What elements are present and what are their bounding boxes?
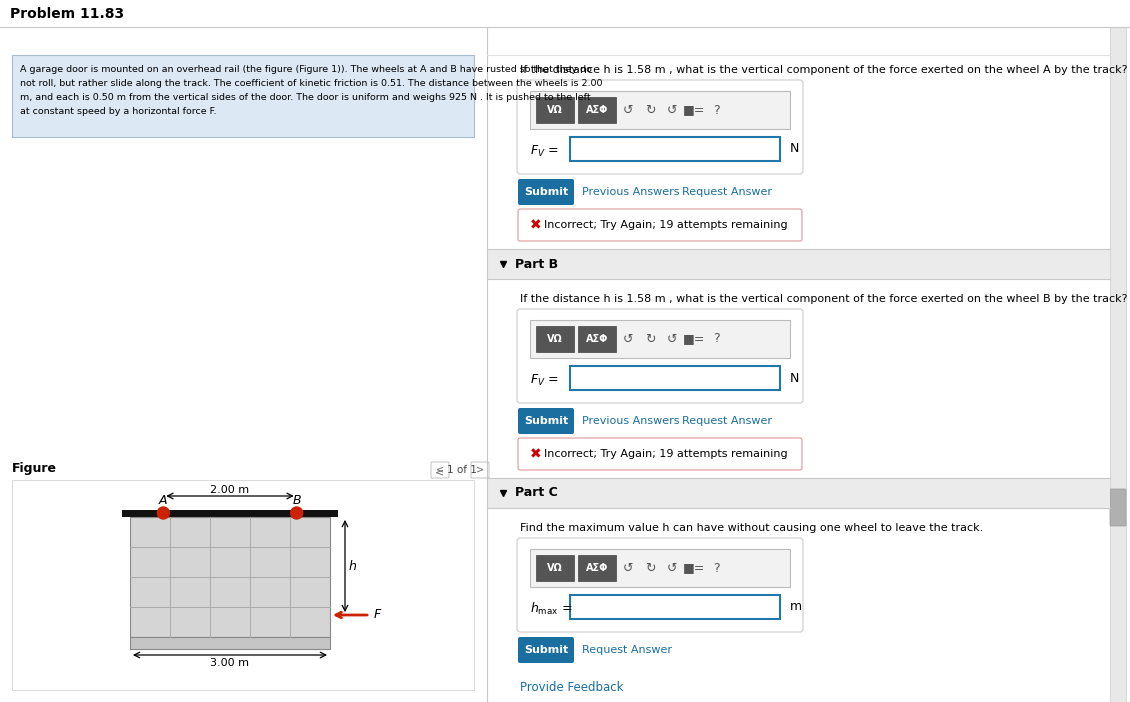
Text: If the distance h is 1.58 m , what is the vertical component of the force exerte: If the distance h is 1.58 m , what is th… [520, 65, 1128, 75]
FancyBboxPatch shape [471, 462, 489, 478]
Text: ↺: ↺ [623, 103, 633, 117]
Text: ✖: ✖ [530, 447, 541, 461]
Text: Submit: Submit [524, 416, 568, 426]
Text: AΣΦ: AΣΦ [585, 563, 608, 573]
Bar [1110, 27, 1125, 702]
Text: Figure: Figure [12, 462, 57, 475]
FancyBboxPatch shape [530, 320, 790, 358]
FancyBboxPatch shape [518, 80, 803, 174]
Bar [487, 249, 1110, 279]
Text: not roll, but rather slide along the track. The coefficient of kinetic friction : not roll, but rather slide along the tra… [20, 79, 602, 88]
FancyBboxPatch shape [536, 97, 574, 123]
Text: A: A [159, 494, 167, 507]
Bar [570, 366, 780, 390]
Text: <: < [435, 467, 444, 477]
Text: >: > [476, 465, 484, 475]
Text: N: N [790, 143, 799, 156]
Text: F: F [374, 609, 381, 621]
Text: A garage door is mounted on an overhead rail (the figure (Figure 1)). The wheels: A garage door is mounted on an overhead … [20, 65, 592, 74]
Text: B: B [293, 494, 301, 507]
FancyBboxPatch shape [518, 179, 574, 205]
FancyBboxPatch shape [518, 209, 802, 241]
FancyBboxPatch shape [530, 91, 790, 129]
Circle shape [290, 507, 303, 519]
Text: Provide Feedback: Provide Feedback [520, 681, 624, 694]
Text: ■=: ■= [683, 333, 705, 345]
Bar [122, 510, 338, 517]
Text: $F_V$ =: $F_V$ = [530, 373, 558, 388]
Circle shape [157, 507, 170, 519]
Text: ↻: ↻ [645, 562, 655, 574]
Text: AΣΦ: AΣΦ [585, 105, 608, 115]
FancyBboxPatch shape [431, 462, 449, 478]
Text: N: N [790, 371, 799, 385]
Text: Problem 11.83: Problem 11.83 [10, 7, 124, 21]
Text: VΩ: VΩ [547, 105, 563, 115]
Text: ?: ? [713, 333, 720, 345]
Text: ?: ? [713, 562, 720, 574]
FancyBboxPatch shape [536, 555, 574, 581]
Text: Find the maximum value h can have without causing one wheel to leave the track.: Find the maximum value h can have withou… [520, 523, 983, 533]
Text: m, and each is 0.50 m from the vertical sides of the door. The door is uniform a: m, and each is 0.50 m from the vertical … [20, 93, 591, 102]
FancyBboxPatch shape [536, 326, 574, 352]
FancyBboxPatch shape [518, 637, 574, 663]
Bar [570, 137, 780, 161]
Text: Part C: Part C [515, 486, 558, 500]
Text: 1 of 1: 1 of 1 [447, 465, 477, 475]
Text: Previous Answers: Previous Answers [582, 187, 679, 197]
Text: ↺: ↺ [667, 333, 677, 345]
Text: ↺: ↺ [667, 103, 677, 117]
FancyBboxPatch shape [518, 408, 574, 434]
Text: Incorrect; Try Again; 19 attempts remaining: Incorrect; Try Again; 19 attempts remain… [544, 220, 788, 230]
Text: h: h [349, 559, 357, 573]
Bar [12, 480, 473, 690]
Text: Part B: Part B [515, 258, 558, 270]
Text: ■=: ■= [683, 562, 705, 574]
Text: If the distance h is 1.58 m , what is the vertical component of the force exerte: If the distance h is 1.58 m , what is th… [520, 294, 1128, 304]
Text: VΩ: VΩ [547, 563, 563, 573]
FancyBboxPatch shape [1110, 489, 1125, 526]
Text: 3.00 m: 3.00 m [210, 658, 250, 668]
FancyBboxPatch shape [579, 97, 616, 123]
Text: m: m [790, 600, 802, 614]
FancyBboxPatch shape [12, 55, 473, 137]
Text: ↻: ↻ [645, 333, 655, 345]
Text: ↺: ↺ [623, 333, 633, 345]
Text: Request Answer: Request Answer [582, 645, 672, 655]
Text: Submit: Submit [524, 645, 568, 655]
Text: Request Answer: Request Answer [683, 416, 772, 426]
Text: AΣΦ: AΣΦ [585, 334, 608, 344]
Text: 2.00 m: 2.00 m [210, 485, 250, 495]
Bar [130, 637, 330, 649]
Text: at constant speed by a horizontal force F.: at constant speed by a horizontal force … [20, 107, 217, 116]
Text: Previous Answers: Previous Answers [582, 416, 679, 426]
Text: $F_V$ =: $F_V$ = [530, 143, 558, 159]
Text: ↻: ↻ [645, 103, 655, 117]
Text: $h_\mathrm{max}$ =: $h_\mathrm{max}$ = [530, 601, 573, 617]
FancyBboxPatch shape [579, 326, 616, 352]
Bar [487, 478, 1110, 508]
Text: Submit: Submit [524, 187, 568, 197]
Text: <: < [436, 465, 444, 475]
Text: ✖: ✖ [530, 218, 541, 232]
Text: Incorrect; Try Again; 19 attempts remaining: Incorrect; Try Again; 19 attempts remain… [544, 449, 788, 459]
Text: ■=: ■= [683, 103, 705, 117]
FancyBboxPatch shape [518, 538, 803, 632]
Text: Request Answer: Request Answer [683, 187, 772, 197]
FancyBboxPatch shape [579, 555, 616, 581]
FancyBboxPatch shape [518, 438, 802, 470]
Text: ↺: ↺ [667, 562, 677, 574]
FancyBboxPatch shape [530, 549, 790, 587]
Bar [130, 517, 330, 637]
Text: VΩ: VΩ [547, 334, 563, 344]
Text: ?: ? [713, 103, 720, 117]
Text: ↺: ↺ [623, 562, 633, 574]
Bar [570, 595, 780, 619]
FancyBboxPatch shape [518, 309, 803, 403]
